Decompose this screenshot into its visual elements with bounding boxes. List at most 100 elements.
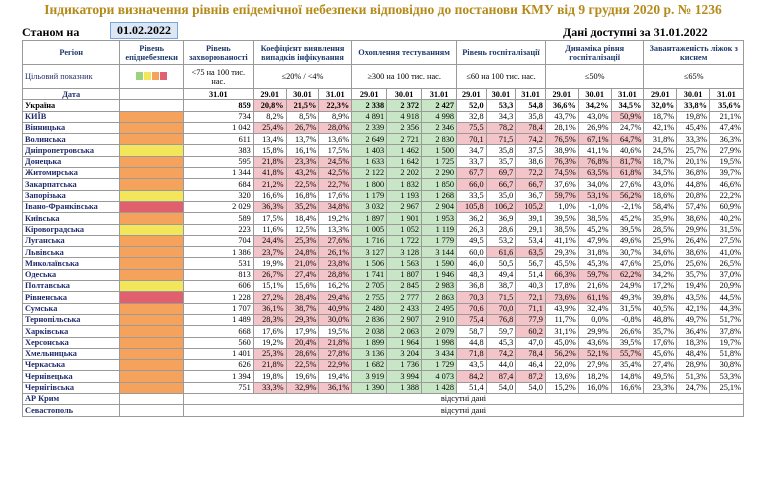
hosp-value: 33,7 <box>456 155 487 169</box>
detection-value: 21,2% <box>252 178 287 191</box>
dynamics-value: 73,6% <box>544 291 579 304</box>
hosp-value: 34,7 <box>456 144 487 157</box>
incidence-value: 1 394 <box>182 370 254 383</box>
hosp-value: 54,8 <box>515 99 546 112</box>
testing-value: 2 755 <box>351 291 388 304</box>
testing-value: 2 338 <box>351 99 388 112</box>
hosp-value: 37,5 <box>515 144 546 157</box>
level-cell <box>119 110 184 123</box>
testing-value: 1 642 <box>386 155 423 169</box>
testing-value: 1 832 <box>386 178 423 191</box>
dynamics-value: 34,0% <box>577 178 612 191</box>
detection-value: 26,7% <box>252 268 287 282</box>
hosp-value: 60,0 <box>456 246 487 259</box>
testing-value: 1 403 <box>351 144 388 157</box>
data-available-label: Дані доступні за 31.01.2022 <box>563 25 708 39</box>
testing-value: 4 891 <box>351 110 388 123</box>
table-row: Івано-Франківська 2 029 36,3% 35,2% 34,8% 3 0… <box>21 200 744 214</box>
testing-value: 2 845 <box>386 280 423 293</box>
oxygen-value: 18,7% <box>643 155 678 169</box>
level-cell <box>119 381 184 395</box>
dynamics-value: 66,3% <box>544 268 579 282</box>
dynamics-value: 38,9% <box>544 144 579 157</box>
dynamics-value: 32,4% <box>577 302 612 315</box>
table-row: Тернопільська 1 489 28,3% 29,3% 30,0% 2 836 2 … <box>21 313 744 327</box>
oxygen-value: 39,8% <box>643 291 678 304</box>
oxygen-value: 23,3% <box>643 381 678 395</box>
table-row: Кіровоградська 223 11,6% 12,5% 13,3% 1 005 1 0… <box>21 223 744 236</box>
hosp-value: 70,6 <box>456 302 487 315</box>
oxygen-value: 24,5% <box>643 144 678 157</box>
hosp-value: 56,7 <box>515 257 546 270</box>
testing-value: 3 204 <box>386 347 423 361</box>
testing-value: 1 563 <box>386 257 423 270</box>
detection-value: 36,3% <box>252 200 287 214</box>
dynamics-value: 43,6% <box>577 336 612 349</box>
level-cell <box>119 268 184 282</box>
detection-value: 21,5% <box>285 99 320 112</box>
detection-value: 17,5% <box>318 144 353 157</box>
testing-value: 2 830 <box>421 133 458 146</box>
table-row: Закарпатська 684 21,2% 22,5% 22,7% 1 800 1 832… <box>21 178 744 191</box>
dynamics-value: 49,3% <box>610 291 645 304</box>
testing-value: 3 127 <box>351 246 388 259</box>
testing-value: 2 480 <box>351 302 388 315</box>
incidence-value: 1 401 <box>182 347 254 361</box>
detection-value: 32,9% <box>285 381 320 395</box>
table-row: Житомирська 1 344 41,8% 43,2% 42,5% 2 122 2 20… <box>21 167 744 180</box>
region-name: Вінницька <box>21 121 121 135</box>
incidence-value: 1 489 <box>182 313 254 327</box>
testing-value: 1 268 <box>421 189 458 202</box>
region-name: Україна <box>21 99 121 112</box>
testing-value: 2 907 <box>386 313 423 327</box>
oxygen-value: 44,3% <box>709 302 744 315</box>
oxygen-value: 19,5% <box>709 155 744 169</box>
hosp-value: 77,9 <box>515 313 546 327</box>
oxygen-value: 27,5% <box>709 234 744 248</box>
hosp-value: 74,2 <box>515 133 546 146</box>
table-row: Миколаївська 531 19,9% 21,0% 23,8% 1 506 1 563… <box>21 257 744 270</box>
dynamics-value: 31,8% <box>577 246 612 259</box>
dynamics-value: 59,7% <box>544 189 579 202</box>
testing-value: 1 590 <box>421 257 458 270</box>
testing-value: 2 122 <box>351 167 388 180</box>
detection-value: 30,0% <box>318 313 353 327</box>
dynamics-value: 31,5% <box>610 302 645 315</box>
dynamics-value: 15,2% <box>544 381 579 395</box>
detection-value: 16,8% <box>285 189 320 202</box>
oxygen-value: 25,6% <box>676 257 710 270</box>
dynamics-value: 28,1% <box>544 121 579 135</box>
testing-value: 1 390 <box>351 381 388 395</box>
dynamics-value: 17,8% <box>544 280 579 293</box>
hosp-value: 72,2 <box>515 167 546 180</box>
testing-value: 2 863 <box>421 291 458 304</box>
hosp-value: 53,2 <box>485 234 517 248</box>
detection-value: 38,7% <box>285 302 320 315</box>
dynamics-value: 61,1% <box>577 291 612 304</box>
region-name: Житомирська <box>21 167 121 180</box>
oxygen-value: 42,1% <box>676 302 710 315</box>
table-row: Донецька 595 21,8% 23,3% 24,5% 1 633 1 642 1 72… <box>21 155 744 169</box>
incidence-value: 595 <box>182 155 254 169</box>
hosp-value: 28,6 <box>485 223 517 236</box>
oxygen-value: 40,5% <box>643 302 678 315</box>
target-oxygen: ≤65% <box>643 64 744 89</box>
detection-value: 22,3% <box>318 99 353 112</box>
detection-value: 41,8% <box>252 167 287 180</box>
incidence-value: 684 <box>182 178 254 191</box>
date-col: 31.01 <box>610 87 645 101</box>
hosp-value: 54,0 <box>485 381 517 395</box>
hosp-value: 71,8 <box>456 347 487 361</box>
region-name: Хмельницька <box>21 347 121 361</box>
table-row: Україна 859 20,8% 21,5% 22,3% 2 338 2 372 2 427… <box>21 99 744 112</box>
oxygen-value: 29,9% <box>676 223 710 236</box>
date-col: 31.01 <box>709 87 744 101</box>
incidence-value: 223 <box>182 223 254 236</box>
dynamics-value: 40,6% <box>610 144 645 157</box>
region-name: Чернігівська <box>21 381 121 395</box>
oxygen-value: 38,6% <box>676 246 710 259</box>
hosp-value: 43,5 <box>456 359 487 372</box>
oxygen-value: 27,9% <box>709 144 744 157</box>
level-cell <box>119 280 184 293</box>
testing-value: 1 850 <box>421 178 458 191</box>
